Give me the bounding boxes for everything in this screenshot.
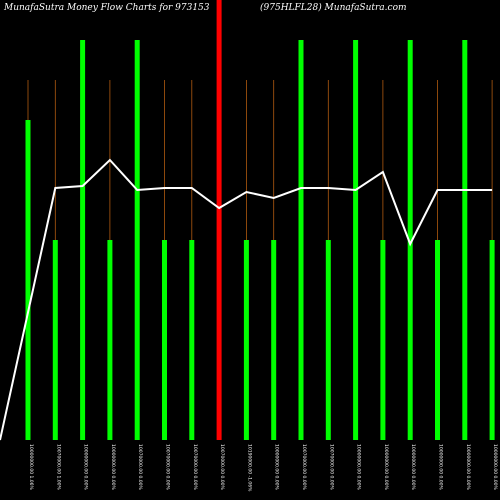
chart-title: MunafaSutra Money Flow Charts for 973153 <box>4 3 210 13</box>
x-tick-label: 10070000.00 0.00% <box>219 444 225 491</box>
money-flow-bar <box>435 240 440 440</box>
money-flow-bar <box>134 40 140 440</box>
x-tick-label: 10070000.00 0.00% <box>328 444 334 491</box>
x-tick-label: 10190000.00 -1.06% <box>246 444 252 492</box>
x-tick-label: 10070000.00 0.00% <box>192 444 198 491</box>
money-flow-bar <box>298 40 304 440</box>
money-flow-bar <box>80 40 86 440</box>
x-tick-label: 10000000.00 0.00% <box>410 444 416 491</box>
money-flow-bar <box>189 240 195 440</box>
money-flow-bar <box>325 240 331 440</box>
x-tick-label: 10000000.00 0.00% <box>383 444 389 491</box>
money-flow-bar <box>25 120 31 440</box>
x-tick-label: 10000000.00 1.06% <box>28 444 34 491</box>
x-tick-label: 10070000.00 0.00% <box>165 444 171 491</box>
money-flow-bar <box>107 240 113 440</box>
x-tick-label: 10000000.00 0.00% <box>492 444 498 491</box>
x-tick-label: 10070000.00 1.00% <box>55 444 61 491</box>
money-flow-bar <box>52 240 58 440</box>
x-tick-label: 10070000.00 0.00% <box>137 444 143 491</box>
x-tick-label: 10000000.00 0.00% <box>110 444 116 491</box>
money-flow-line <box>0 158 493 441</box>
money-flow-bar <box>216 0 222 440</box>
money-flow-bar <box>162 240 167 440</box>
x-tick-label: 10000000.00 0.00% <box>356 444 362 491</box>
money-flow-bar <box>407 40 413 440</box>
x-tick-label: 10000000.00 0.00% <box>83 444 89 491</box>
x-tick-label: 10000000.00 0.00% <box>438 444 444 491</box>
money-flow-bar <box>353 40 359 440</box>
x-tick-label: 10070000.00 0.00% <box>301 444 307 491</box>
money-flow-bar <box>462 40 468 440</box>
chart-subtitle: (975HLFL28) MunafaSutra.com <box>260 3 407 13</box>
money-flow-bar <box>271 240 277 440</box>
money-flow-bar <box>380 240 386 440</box>
x-tick-label: 10000000.00 0.00% <box>465 444 471 491</box>
money-flow-bar <box>489 240 495 440</box>
x-tick-label: 10000000.00 0.00% <box>274 444 280 491</box>
money-flow-bar <box>243 240 249 440</box>
